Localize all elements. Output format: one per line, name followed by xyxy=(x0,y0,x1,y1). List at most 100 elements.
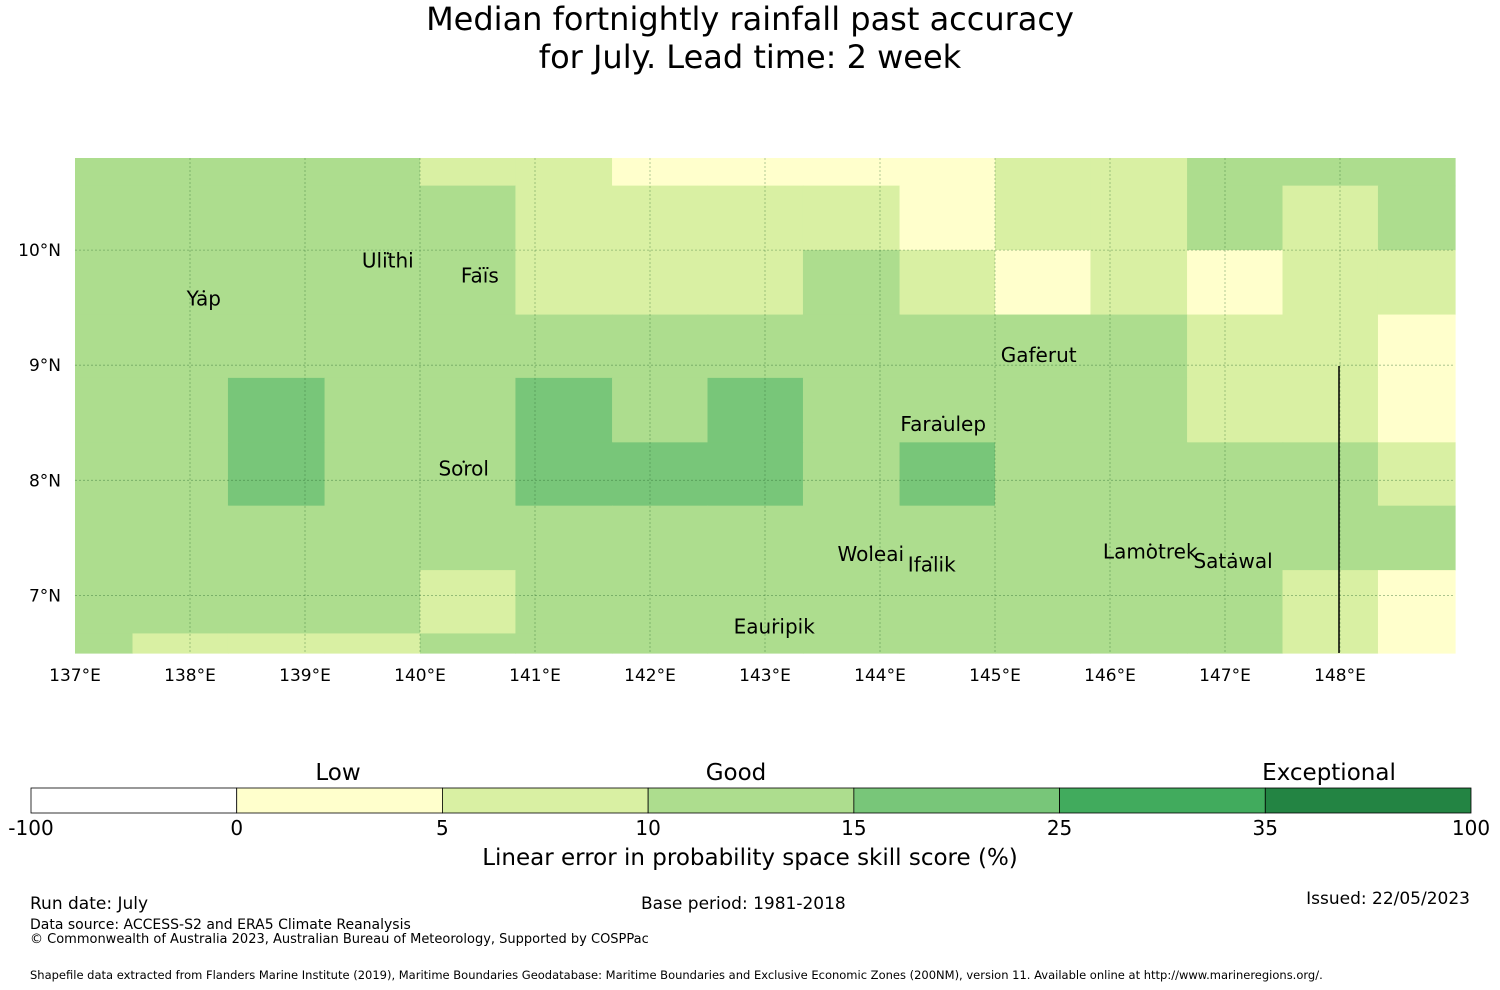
colorbar-label: Linear error in probability space skill … xyxy=(482,845,1018,871)
skill-cell xyxy=(707,442,804,507)
base-period: Base period: 1981-2018 xyxy=(641,894,846,914)
lat-tick-label: 8°N xyxy=(29,471,61,491)
skill-cell xyxy=(802,633,901,654)
skill-cell xyxy=(227,570,326,635)
skill-cell xyxy=(1090,250,1188,316)
lon-tick-label: 146°E xyxy=(1084,666,1136,686)
skill-cell xyxy=(1090,505,1188,571)
skill-cell xyxy=(995,377,1092,443)
issued-date: Issued: 22/05/2023 xyxy=(1306,889,1470,909)
skill-cell xyxy=(612,570,709,635)
colorbar-segment xyxy=(1264,787,1472,814)
skill-cell xyxy=(324,158,421,187)
skill-cell xyxy=(132,442,229,507)
skill-cell xyxy=(802,570,901,635)
skill-cell xyxy=(1377,158,1456,187)
skill-cell xyxy=(1377,633,1456,654)
skill-cell xyxy=(227,442,326,507)
place-label: Lamotrek xyxy=(1103,540,1198,564)
skill-cell xyxy=(1377,442,1456,507)
skill-cell xyxy=(802,505,901,571)
run-date: Run date: July xyxy=(30,894,149,914)
skill-cell xyxy=(802,158,901,187)
data-source: Data source: ACCESS-S2 and ERA5 Climate … xyxy=(30,917,411,933)
island-marker xyxy=(773,618,776,621)
lon-tick-label: 147°E xyxy=(1199,666,1251,686)
skill-cell xyxy=(802,377,901,443)
category-exceptional: Exceptional xyxy=(1262,760,1396,786)
skill-cell xyxy=(227,505,326,571)
lat-tick-label: 10°N xyxy=(18,241,61,261)
colorbar-tick-label: 15 xyxy=(841,816,867,840)
skill-cell xyxy=(1282,505,1379,571)
colorbar-tick-label: 35 xyxy=(1252,816,1279,840)
skill-cell xyxy=(132,505,229,571)
skill-cell xyxy=(899,633,996,654)
lon-tick-label: 140°E xyxy=(394,666,446,686)
colorbar-segment xyxy=(30,787,238,814)
skill-cell xyxy=(75,377,134,443)
skill-cell xyxy=(75,314,134,379)
skill-cell xyxy=(612,505,709,571)
skill-cell xyxy=(707,505,804,571)
skill-cell xyxy=(802,314,901,379)
lat-tick-label: 7°N xyxy=(29,586,61,606)
colorbar-segment xyxy=(236,787,443,814)
skill-cell xyxy=(612,185,709,251)
lon-tick-label: 142°E xyxy=(624,666,676,686)
place-label: Faïs xyxy=(461,263,499,287)
skill-cell xyxy=(1187,505,1284,571)
skill-cell xyxy=(1377,505,1456,571)
skill-cell xyxy=(132,377,229,443)
skill-cell xyxy=(324,377,421,443)
skill-cell xyxy=(1090,314,1188,379)
place-label: Satawal xyxy=(1193,549,1272,573)
skill-cell xyxy=(1282,633,1379,654)
skill-cell xyxy=(612,377,709,443)
colorbar-segment xyxy=(1059,787,1266,814)
colorbar-segment xyxy=(853,787,1060,814)
skill-cell xyxy=(1187,570,1284,635)
island-marker xyxy=(1149,543,1152,546)
skill-cell xyxy=(515,633,613,654)
skill-cell xyxy=(515,314,613,379)
skill-cell xyxy=(1282,250,1379,316)
skill-cell xyxy=(515,185,613,251)
skill-cell xyxy=(1187,377,1284,443)
skill-cell xyxy=(132,570,229,635)
skill-cell xyxy=(420,633,517,654)
place-label: Ulithi xyxy=(362,248,414,272)
skill-cell xyxy=(1187,250,1284,316)
skill-cell xyxy=(75,185,134,251)
skill-cell xyxy=(1282,570,1379,635)
skill-cell xyxy=(802,442,901,507)
skill-cell xyxy=(75,250,134,316)
skill-cell xyxy=(227,185,326,251)
place-label: Gaferut xyxy=(1001,343,1077,367)
skill-cell xyxy=(420,505,517,571)
lon-tick-label: 144°E xyxy=(854,666,906,686)
skill-cell xyxy=(802,185,901,251)
skill-cell xyxy=(899,314,996,379)
skill-cell xyxy=(1090,570,1188,635)
skill-cell xyxy=(1282,377,1379,443)
skill-cell xyxy=(132,158,229,187)
category-good: Good xyxy=(705,760,767,786)
lon-tick-label: 139°E xyxy=(279,666,331,686)
skill-cell xyxy=(707,570,804,635)
skill-cell xyxy=(899,158,996,187)
colorbar-tick-label: 25 xyxy=(1046,816,1073,840)
colorbar-tick-label: -100 xyxy=(8,816,54,840)
skill-cell xyxy=(612,250,709,316)
shapefile-credit: Shapefile data extracted from Flanders M… xyxy=(30,968,1323,982)
skill-cell xyxy=(707,633,804,654)
skill-cell xyxy=(1090,442,1188,507)
skill-cell xyxy=(132,314,229,379)
skill-cell xyxy=(995,442,1092,507)
lon-tick-label: 141°E xyxy=(509,666,561,686)
skill-cell xyxy=(1090,633,1188,654)
skill-cell xyxy=(707,314,804,379)
island-marker xyxy=(930,556,933,559)
copyright: © Commonwealth of Australia 2023, Austra… xyxy=(30,932,649,947)
skill-cell xyxy=(707,158,804,187)
